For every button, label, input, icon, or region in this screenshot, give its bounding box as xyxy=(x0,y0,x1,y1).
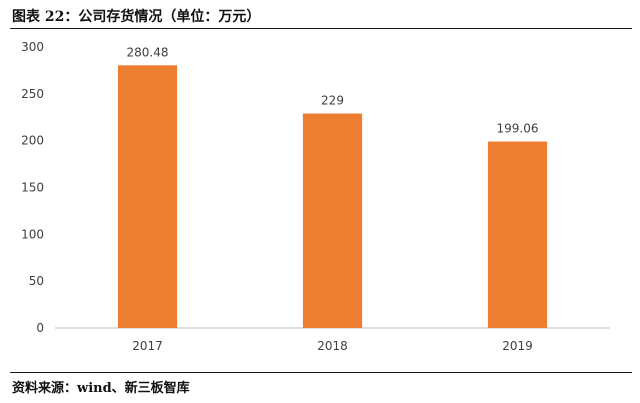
data-label-2017: 280.48 xyxy=(127,45,169,59)
bar-2019 xyxy=(487,141,548,328)
data-label-2019: 199.06 xyxy=(497,122,539,136)
title-rule xyxy=(10,28,632,29)
y-tick-label: 250 xyxy=(21,87,44,101)
x-tick-label-2018: 2018 xyxy=(317,339,348,353)
source-note: 资料来源：wind、新三板智库 xyxy=(12,381,190,396)
y-tick-label: 50 xyxy=(29,274,44,288)
x-tick-label-2017: 2017 xyxy=(132,339,163,353)
y-tick-label: 300 xyxy=(21,40,44,54)
y-tick-label: 200 xyxy=(21,134,44,148)
x-tick-label-2019: 2019 xyxy=(502,339,533,353)
chart-area: 0 50 100 150 200 250 300 280.48 2017 229 2018 199.0… xyxy=(0,30,640,370)
data-label-2018: 229 xyxy=(321,94,344,108)
figure-title: 图表 22：公司存货情况（单位：万元） xyxy=(12,9,261,25)
bar-2017 xyxy=(117,65,178,328)
y-tick-label: 100 xyxy=(21,227,44,241)
bar-2018 xyxy=(302,113,363,329)
y-tick-label: 150 xyxy=(21,181,44,195)
source-rule xyxy=(10,372,632,373)
y-tick-label: 0 xyxy=(36,321,44,335)
inventory-bar-chart: 0 50 100 150 200 250 300 280.48 2017 229 2018 199.0… xyxy=(21,40,610,353)
